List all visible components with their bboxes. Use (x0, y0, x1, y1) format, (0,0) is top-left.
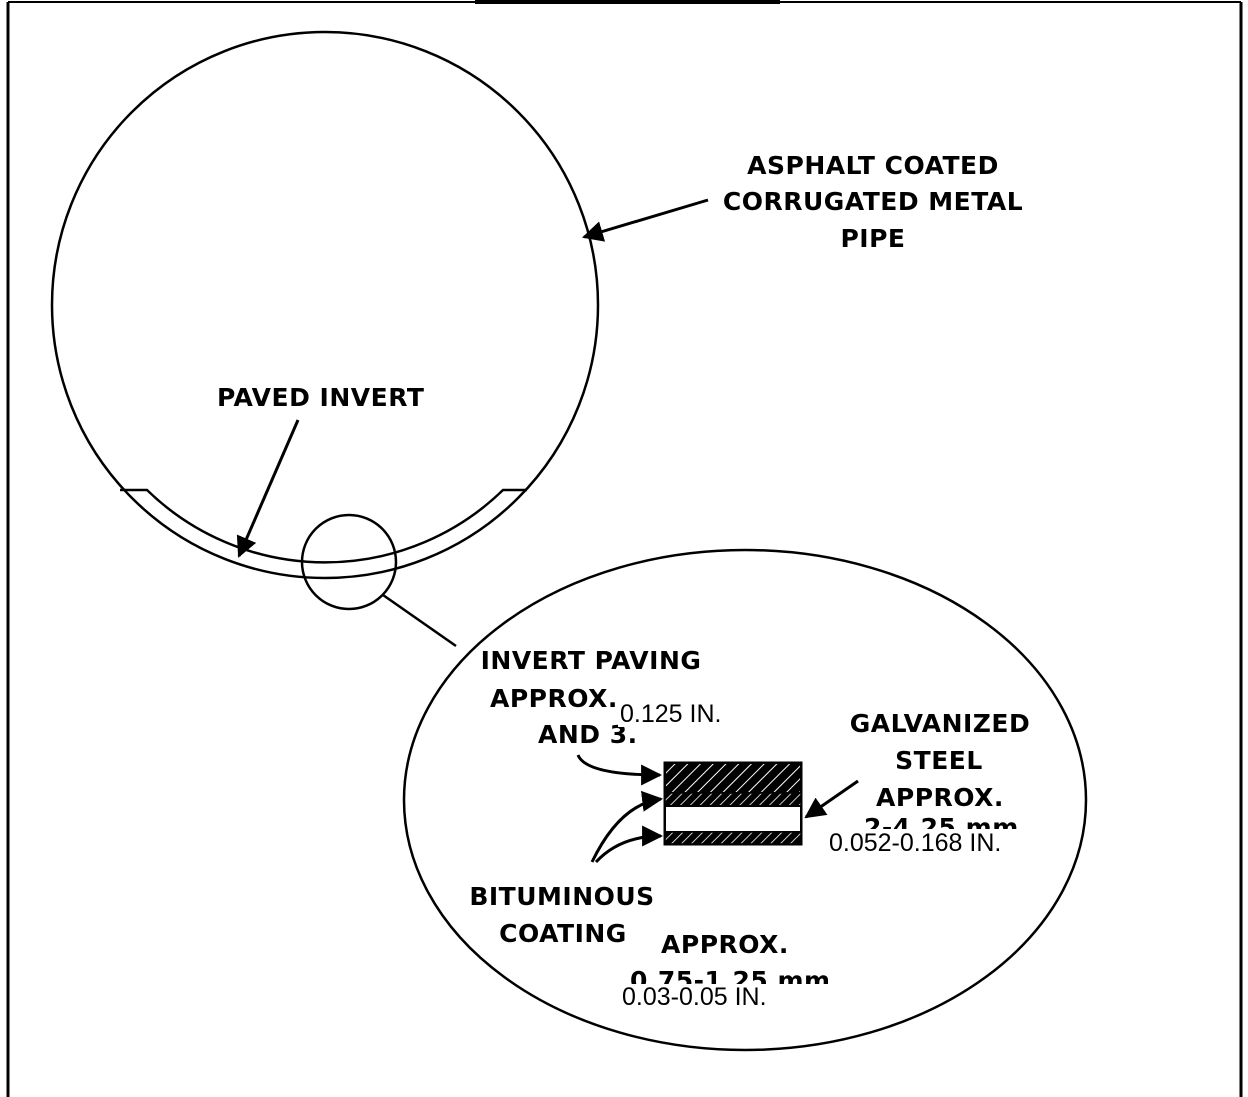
bituminous-arrow-upper (590, 790, 664, 863)
pipe-arrow (581, 198, 709, 242)
layer-detail (663, 761, 803, 846)
bituminous-arrow-lower (594, 825, 664, 864)
bituminous-mm: 0.75-1.25 mm (630, 966, 828, 984)
pipe-label-line3: PIPE (840, 224, 906, 253)
frame (6, 0, 1243, 1097)
invert-paving-arrow (576, 754, 663, 786)
galvanized-mm-clip: 2-4.25 mm (860, 813, 1025, 829)
invert-paving-label-line2: APPROX. 3 mm (490, 684, 620, 713)
galvanized-label-line1: GALVANIZED (849, 709, 1031, 738)
galvanized-inches: 0.052-0.168 IN. (827, 829, 1004, 857)
invert-paving-inches: 0.125 IN. (618, 700, 724, 728)
galvanized-label-line4: 2-4.25 mm (864, 813, 1019, 829)
galvanized-label-line2: STEEL (895, 746, 983, 775)
paved-invert-label: PAVED INVERT (217, 383, 425, 412)
bituminous-inches: 0.03-0.05 IN. (620, 983, 769, 1011)
galvanized-label-line3: APPROX. (876, 783, 1004, 812)
galvanized-steel-layer (664, 805, 802, 833)
galvanized-arrow (804, 779, 859, 819)
pipe-cross-section (50, 30, 600, 580)
invert-paving-layer (664, 762, 802, 794)
invert-paving-label-line1: INVERT PAVING (480, 646, 702, 675)
paved-invert-arrow (236, 419, 300, 558)
leader-arrows (236, 198, 859, 864)
pipe-label-line2: CORRUGATED METAL (722, 187, 1024, 216)
pipe-label-line1: ASPHALT COATED (747, 151, 999, 180)
detail-callout (300, 513, 1088, 1052)
bituminous-coating-upper (664, 792, 802, 807)
bituminous-coating-lower (664, 831, 802, 845)
bituminous-label-line2: COATING (499, 919, 627, 948)
bituminous-approx: APPROX. (661, 930, 789, 959)
bituminous-mm-clip: 0.75-1.25 mm (628, 966, 828, 984)
invert-paving-mm-clip: APPROX. 3 mm (485, 684, 620, 714)
bituminous-label-line1: BITUMINOUS (469, 882, 655, 911)
